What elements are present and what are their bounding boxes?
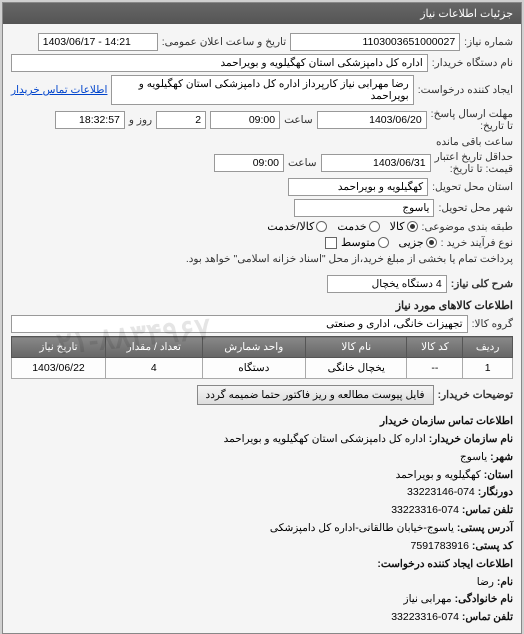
days-remaining: 2 bbox=[156, 111, 206, 129]
summary-field: 4 دستگاه یخچال bbox=[327, 275, 447, 293]
c-fax-label: دورنگار: bbox=[478, 486, 513, 498]
payment-note: پرداخت تمام یا بخشی از مبلغ خرید،از محل … bbox=[186, 253, 513, 265]
table-header: واحد شمارش bbox=[202, 337, 306, 358]
remaining-time: 18:32:57 bbox=[55, 111, 125, 129]
panel-body: شماره نیاز: 1103003651000027 تاریخ و ساع… bbox=[3, 24, 521, 633]
panel-title: جزئیات اطلاعات نیاز bbox=[3, 3, 521, 24]
province-label: استان محل تحویل: bbox=[432, 181, 513, 193]
table-cell: 1 bbox=[463, 358, 513, 379]
buyer-contact-link[interactable]: اطلاعات تماس خریدار bbox=[11, 84, 107, 96]
category-radio-group: کالا خدمت کالا/خدمت bbox=[267, 220, 417, 233]
validity-time: 09:00 bbox=[214, 154, 284, 172]
group-field: تجهیزات خانگی، اداری و صنعتی bbox=[11, 315, 468, 333]
c-postal: 7591783916 bbox=[411, 540, 469, 552]
city-label: شهر محل تحویل: bbox=[438, 202, 513, 214]
remaining-label: ساعت باقی مانده bbox=[436, 136, 513, 148]
deadline-label: مهلت ارسال پاسخ:تا تاریخ: bbox=[431, 108, 513, 132]
buyer-device-label: نام دستگاه خریدار: bbox=[432, 57, 513, 69]
process-label: نوع فرآیند خرید : bbox=[441, 237, 513, 249]
radio-kala-khadamat[interactable]: کالا/خدمت bbox=[267, 220, 327, 233]
table-cell: یخچال خانگی bbox=[306, 358, 407, 379]
time-label-1: ساعت bbox=[284, 114, 313, 126]
c-tel2-label: تلفن تماس: bbox=[462, 611, 513, 623]
c-family: مهرابی نیاز bbox=[404, 593, 452, 605]
category-label: طبقه بندی موضوعی: bbox=[422, 221, 513, 233]
c-tel-label: تلفن تماس: bbox=[462, 504, 513, 516]
treasury-checkbox[interactable] bbox=[325, 237, 337, 249]
table-cell: 1403/06/22 bbox=[12, 358, 106, 379]
c-org: اداره کل دامپزشکی استان کهگیلویه و بویرا… bbox=[224, 433, 426, 445]
table-cell: 4 bbox=[106, 358, 203, 379]
table-header: تعداد / مقدار bbox=[106, 337, 203, 358]
group-label: گروه کالا: bbox=[472, 318, 513, 330]
c-name-label: نام: bbox=[497, 576, 513, 588]
table-cell: دستگاه bbox=[202, 358, 306, 379]
need-no-label: شماره نیاز: bbox=[464, 36, 513, 48]
table-row: 1--یخچال خانگیدستگاه41403/06/22 bbox=[12, 358, 513, 379]
process-radio-group: جزیی متوسط bbox=[341, 236, 437, 249]
table-cell: -- bbox=[407, 358, 463, 379]
need-details-panel: جزئیات اطلاعات نیاز شماره نیاز: 11030036… bbox=[2, 2, 522, 634]
attachment-button[interactable]: فایل پیوست مطالعه و ریز فاکتور حتما ضمیم… bbox=[197, 385, 434, 405]
province-field: کهگیلویه و بویراحمد bbox=[288, 178, 428, 196]
validity-label: حداقل تاریخ اعتبارقیمت: تا تاریخ: bbox=[435, 151, 513, 175]
buyer-notes-label: توضیحات خریدار: bbox=[438, 389, 513, 401]
c-province-label: استان: bbox=[484, 469, 513, 481]
announce-field: 1403/06/17 - 14:21 bbox=[38, 33, 158, 51]
c-tel2: 074-33223316 bbox=[391, 611, 459, 623]
c-province: کهگیلویه و بویراحمد bbox=[396, 469, 481, 481]
c-city: یاسوج bbox=[460, 451, 487, 463]
deadline-date: 1403/06/20 bbox=[317, 111, 427, 129]
radio-kala[interactable]: کالا bbox=[390, 220, 418, 233]
city-field: یاسوج bbox=[294, 199, 434, 217]
time-label-2: ساعت bbox=[288, 157, 317, 169]
creator-label: ایجاد کننده درخواست: bbox=[418, 84, 513, 96]
goods-table: ردیفکد کالانام کالاواحد شمارشتعداد / مقد… bbox=[11, 336, 513, 379]
validity-date: 1403/06/31 bbox=[321, 154, 431, 172]
c-fax: 074-33223146 bbox=[407, 486, 475, 498]
c-postal-label: کد پستی: bbox=[472, 540, 513, 552]
buyer-device-field: اداره کل دامپزشکی استان کهگیلویه و بویرا… bbox=[11, 54, 428, 72]
goods-info-title: اطلاعات کالاهای مورد نیاز bbox=[11, 299, 513, 312]
table-header: نام کالا bbox=[306, 337, 407, 358]
c-req-creator-label: اطلاعات ایجاد کننده درخواست: bbox=[377, 558, 513, 570]
c-tel: 074-33223316 bbox=[391, 504, 459, 516]
c-address: یاسوج-خیابان طالقانی-اداره کل دامپزشکی bbox=[270, 522, 454, 534]
c-name: رضا bbox=[477, 576, 494, 588]
table-header: تاریخ نیاز bbox=[12, 337, 106, 358]
radio-motavaset[interactable]: متوسط bbox=[341, 236, 389, 249]
announce-label: تاریخ و ساعت اعلان عمومی: bbox=[162, 36, 286, 48]
contact-block: اطلاعات تماس سازمان خریدار نام سازمان خر… bbox=[11, 413, 513, 627]
c-family-label: نام خانوادگی: bbox=[455, 593, 513, 605]
table-header: ردیف bbox=[463, 337, 513, 358]
radio-khadamat[interactable]: خدمت bbox=[337, 220, 379, 233]
day-label: روز و bbox=[129, 114, 152, 126]
table-header: کد کالا bbox=[407, 337, 463, 358]
deadline-time: 09:00 bbox=[210, 111, 280, 129]
need-no-field: 1103003651000027 bbox=[290, 33, 460, 51]
c-address-label: آدرس پستی: bbox=[457, 522, 513, 534]
c-city-label: شهر: bbox=[490, 451, 513, 463]
summary-label: شرح کلی نیاز: bbox=[451, 278, 513, 290]
radio-jozee[interactable]: جزیی bbox=[399, 236, 437, 249]
creator-field: رضا مهرابی نیاز کارپرداز اداره کل دامپزش… bbox=[111, 75, 413, 105]
contact-title: اطلاعات تماس سازمان خریدار bbox=[380, 415, 513, 427]
c-org-label: نام سازمان خریدار: bbox=[429, 433, 513, 445]
